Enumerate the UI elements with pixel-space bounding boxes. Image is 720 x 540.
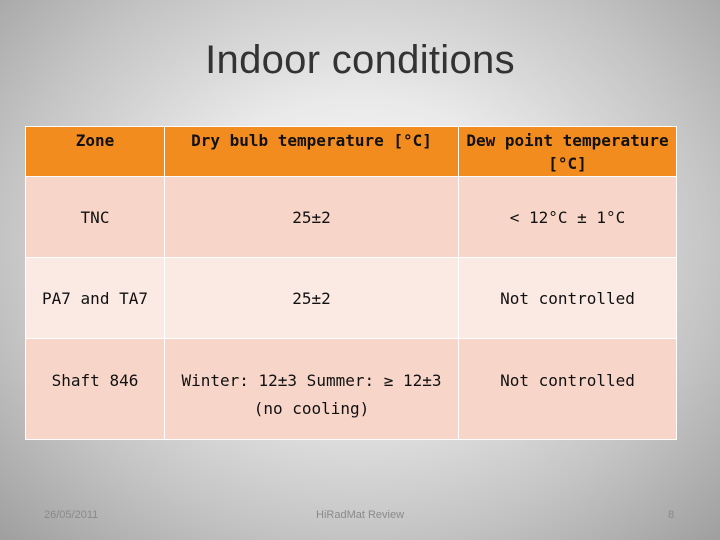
- cell-dew-point: < 12°C ± 1°C: [458, 176, 677, 258]
- table-header-row: Zone Dry bulb temperature [°C] Dew point…: [25, 126, 677, 177]
- indoor-conditions-table: Zone Dry bulb temperature [°C] Dew point…: [25, 126, 677, 440]
- header-dew-point: Dew point temperature [°C]: [458, 126, 677, 177]
- table-row: PA7 and TA7 25±2 Not controlled: [25, 257, 677, 339]
- cell-dew-point: Not controlled: [458, 338, 677, 440]
- cell-dry-bulb: 25±2: [164, 176, 459, 258]
- footer-date: 26/05/2011: [44, 509, 99, 521]
- cell-dry-bulb: 25±2: [164, 257, 459, 339]
- cell-zone: PA7 and TA7: [25, 257, 165, 339]
- page-number: 8: [668, 509, 675, 521]
- table-row: Shaft 846 Winter: 12±3 Summer: ≥ 12±3 (n…: [25, 338, 677, 440]
- table-row: TNC 25±2 < 12°C ± 1°C: [25, 176, 677, 258]
- cell-dew-point: Not controlled: [458, 257, 677, 339]
- footer-title: HiRadMat Review: [316, 509, 405, 521]
- cell-dry-bulb: Winter: 12±3 Summer: ≥ 12±3 (no cooling): [164, 338, 459, 440]
- slide-title: Indoor conditions: [205, 38, 515, 82]
- cell-zone: TNC: [25, 176, 165, 258]
- header-zone: Zone: [25, 126, 165, 177]
- header-dry-bulb: Dry bulb temperature [°C]: [164, 126, 459, 177]
- cell-zone: Shaft 846: [25, 338, 165, 440]
